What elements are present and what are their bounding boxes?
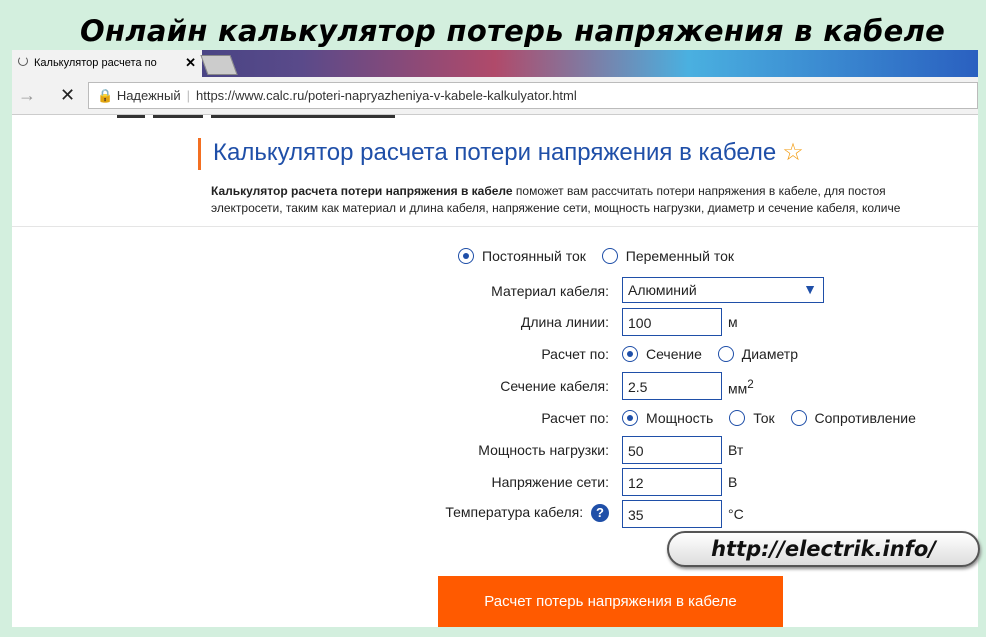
url-text: https://www.calc.ru/poteri-napryazheniya… <box>195 88 577 103</box>
temperature-label: Температура кабеля: ? <box>445 504 609 522</box>
length-unit: м <box>728 314 738 330</box>
nav-bar-fragment <box>211 115 395 118</box>
radio-label: Ток <box>753 410 775 426</box>
loading-icon <box>18 56 28 66</box>
length-input[interactable]: 100 <box>622 308 722 336</box>
radio-diameter[interactable]: Диаметр <box>717 346 798 362</box>
temperature-unit: °C <box>728 506 744 522</box>
page-description: Калькулятор расчета потери напряжения в … <box>211 183 900 217</box>
tab-bar: Калькулятор расчета по ✕ <box>12 50 978 77</box>
calc-by-label: Расчет по: <box>541 410 609 426</box>
power-input[interactable]: 50 <box>622 436 722 464</box>
radio-resistance[interactable]: Сопротивление <box>790 410 916 426</box>
radio-dc[interactable]: Постоянный ток <box>458 248 586 264</box>
nav-bar-fragment <box>117 115 145 118</box>
power-row: Мощность нагрузки: 50 Вт <box>12 436 978 464</box>
temperature-row: Температура кабеля: ? 35 °C <box>12 500 978 528</box>
desc-rest: поможет вам рассчитать потери напряжения… <box>512 184 886 198</box>
radio-current[interactable]: Ток <box>729 410 775 426</box>
radio-dot <box>717 346 734 362</box>
secure-label: Надежный <box>116 88 181 103</box>
lock-icon: 🔒 <box>97 88 114 103</box>
dropdown-arrow-icon: ▼ <box>803 281 817 297</box>
radio-dot <box>790 410 807 426</box>
watermark: http://electrik.info/ <box>667 531 980 567</box>
radio-label: Сопротивление <box>814 410 916 426</box>
forward-icon[interactable]: → <box>18 85 36 105</box>
close-tab-icon[interactable]: ✕ <box>185 55 196 70</box>
voltage-unit: В <box>728 474 738 490</box>
help-icon[interactable]: ? <box>591 504 609 522</box>
power-unit: Вт <box>728 442 744 458</box>
radio-section[interactable]: Сечение <box>622 346 702 362</box>
voltage-input[interactable]: 12 <box>622 468 722 496</box>
calc-by-2-row: Расчет по: Мощность Ток Сопротивление <box>12 404 978 432</box>
label-text: Температура кабеля: <box>445 504 584 520</box>
material-value: Алюминий <box>628 282 697 298</box>
new-tab-button[interactable] <box>200 55 238 75</box>
current-type-row: Постоянный ток Переменный ток <box>12 242 978 270</box>
browser-tab[interactable]: Калькулятор расчета по ✕ <box>12 50 202 77</box>
calc-by-label: Расчет по: <box>541 346 609 362</box>
unit-sup: 2 <box>747 378 754 391</box>
voltage-row: Напряжение сети: 12 В <box>12 468 978 496</box>
stop-icon[interactable]: ✕ <box>60 85 76 105</box>
radio-dot <box>458 248 474 264</box>
radio-ac[interactable]: Переменный ток <box>601 248 734 264</box>
material-row: Материал кабеля: Алюминий ▼ <box>12 277 978 305</box>
length-label: Длина линии: <box>520 314 609 330</box>
radio-dot <box>729 410 746 426</box>
url-bar[interactable]: 🔒 Надежный | https://www.calc.ru/poteri-na… <box>88 82 978 109</box>
voltage-label: Напряжение сети: <box>491 474 609 490</box>
star-icon[interactable]: ☆ <box>782 139 804 166</box>
material-label: Материал кабеля: <box>491 283 609 299</box>
section-input[interactable]: 2.5 <box>622 372 722 400</box>
desc-bold: Калькулятор расчета потери напряжения в … <box>211 184 513 198</box>
browser-window: Калькулятор расчета по ✕ → ✕ 🔒 Надежный |… <box>12 50 978 627</box>
length-row: Длина линии: 100 м <box>12 308 978 336</box>
tab-title: Калькулятор расчета по <box>34 57 157 69</box>
calc-by-1-row: Расчет по: Сечение Диаметр <box>12 340 978 368</box>
page-title: Калькулятор расчета потери напряжения в … <box>198 138 804 170</box>
power-label: Мощность нагрузки: <box>478 442 609 458</box>
radio-power[interactable]: Мощность <box>622 410 713 426</box>
radio-label: Мощность <box>646 410 714 426</box>
radio-label: Постоянный ток <box>482 248 586 264</box>
desc-line2: электросети, таким как материал и длина … <box>211 201 901 215</box>
radio-dot <box>601 248 618 264</box>
section-row: Сечение кабеля: 2.5 мм2 <box>12 372 978 400</box>
radio-dot <box>622 346 638 362</box>
section-label: Сечение кабеля: <box>500 378 609 394</box>
address-bar-row: → ✕ 🔒 Надежный | https://www.calc.ru/poter… <box>12 77 978 115</box>
unit-text: мм <box>728 380 748 397</box>
temperature-input[interactable]: 35 <box>622 500 722 528</box>
nav-bar-fragment <box>153 115 203 118</box>
page-title-text: Калькулятор расчета потери напряжения в … <box>213 139 777 166</box>
calculate-button[interactable]: Расчет потерь напряжения в кабеле <box>438 576 783 627</box>
overlay-title: Онлайн калькулятор потерь напряжения в к… <box>80 14 946 48</box>
radio-label: Диаметр <box>741 346 798 362</box>
radio-label: Переменный ток <box>625 248 734 264</box>
radio-dot <box>622 410 638 426</box>
section-unit: мм2 <box>728 378 754 397</box>
material-select[interactable]: Алюминий ▼ <box>622 277 824 303</box>
radio-label: Сечение <box>646 346 702 362</box>
divider <box>12 226 978 227</box>
